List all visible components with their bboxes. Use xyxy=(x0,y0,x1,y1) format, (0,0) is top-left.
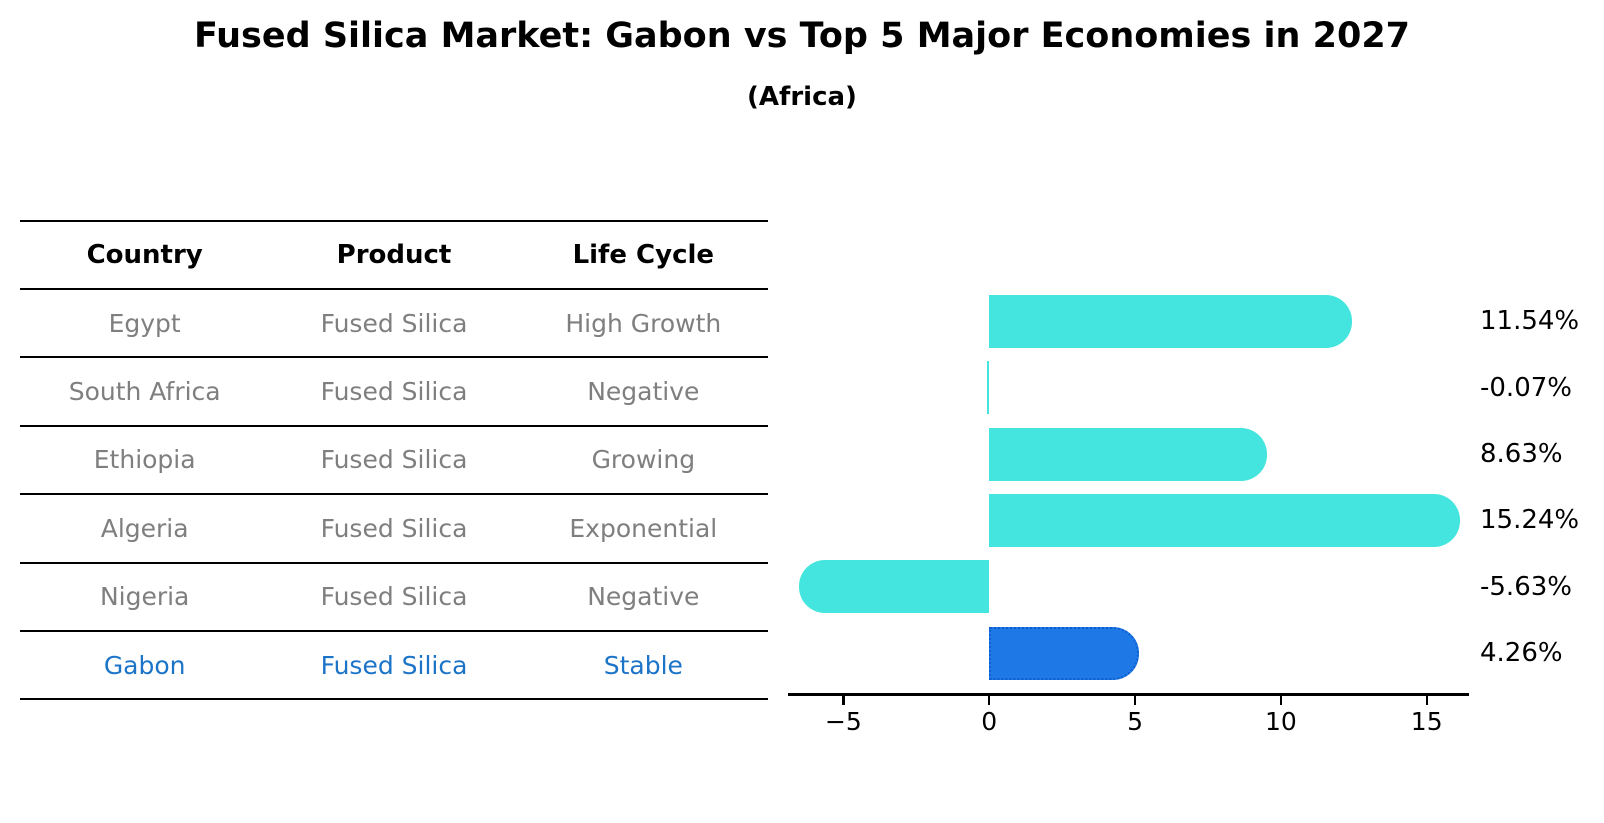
value-label: 15.24% xyxy=(1480,505,1580,536)
lifecycle-cell: High Growth xyxy=(565,308,722,338)
value-label: -5.63% xyxy=(1480,571,1572,602)
x-axis-tick-label: −5 xyxy=(824,707,862,736)
x-axis-tick-label: 5 xyxy=(1127,707,1143,736)
lifecycle-cell: Negative xyxy=(587,582,700,612)
product-cell: Fused Silica xyxy=(320,445,468,475)
table-row: Ethiopia Fused Silica Growing xyxy=(20,427,768,496)
x-axis-line xyxy=(788,693,1469,696)
bar-egypt xyxy=(989,294,1352,348)
bar-ethiopia xyxy=(989,427,1267,481)
value-label: 8.63% xyxy=(1480,439,1563,469)
value-label: 4.26% xyxy=(1480,638,1563,669)
table-row: Gabon Fused Silica Stable xyxy=(20,632,768,701)
x-axis-tick xyxy=(1425,695,1428,705)
x-axis-tick xyxy=(988,695,991,705)
x-axis-tick xyxy=(1133,695,1137,705)
lifecycle-cell: Exponential xyxy=(569,513,718,543)
column-header-lifecycle: Life Cycle xyxy=(572,240,715,270)
bar-highlight-gabon xyxy=(989,626,1140,680)
bar-algeria xyxy=(989,493,1460,547)
value-label: 11.54% xyxy=(1480,306,1580,337)
x-axis-tick-label: 15 xyxy=(1410,707,1443,736)
value-label: -0.07% xyxy=(1480,372,1572,403)
x-axis-tick-label: 0 xyxy=(981,707,998,736)
bar-nigeria xyxy=(799,560,990,614)
lifecycle-cell: Negative xyxy=(587,377,700,407)
x-axis-tick xyxy=(1279,695,1282,705)
chart-subtitle: (Africa) xyxy=(747,82,857,112)
product-cell: Fused Silica xyxy=(320,308,468,338)
chart-title: Fused Silica Market: Gabon vs Top 5 Majo… xyxy=(193,16,1411,56)
table-row: Nigeria Fused Silica Negative xyxy=(20,564,768,632)
x-axis-tick xyxy=(842,695,845,705)
lifecycle-cell: Stable xyxy=(603,650,683,680)
country-cell: Algeria xyxy=(100,513,189,543)
product-cell: Fused Silica xyxy=(320,582,468,612)
column-header-product: Product xyxy=(336,240,452,270)
country-cell: Egypt xyxy=(108,308,181,338)
product-cell: Fused Silica xyxy=(320,377,468,407)
table-row: Algeria Fused Silica Exponential xyxy=(20,495,768,564)
bar-south-africa xyxy=(987,361,990,415)
country-cell: South Africa xyxy=(68,377,221,407)
column-header-country: Country xyxy=(86,240,203,270)
country-table: Country Product Life Cycle Egypt Fused Si… xyxy=(20,220,768,701)
table-row: South Africa Fused Silica Negative xyxy=(20,358,768,427)
table-row: Egypt Fused Silica High Growth xyxy=(20,290,768,359)
x-axis-tick-label: 10 xyxy=(1264,707,1297,736)
table-header-row: Country Product Life Cycle xyxy=(20,220,768,290)
product-cell: Fused Silica xyxy=(320,650,468,680)
lifecycle-cell: Growing xyxy=(591,445,696,475)
table-body: Egypt Fused Silica High Growth South Africa… xyxy=(20,290,768,701)
country-cell: Ethiopia xyxy=(93,445,196,475)
country-cell: Gabon xyxy=(103,650,186,680)
country-cell: Nigeria xyxy=(99,582,190,612)
product-cell: Fused Silica xyxy=(320,513,468,543)
